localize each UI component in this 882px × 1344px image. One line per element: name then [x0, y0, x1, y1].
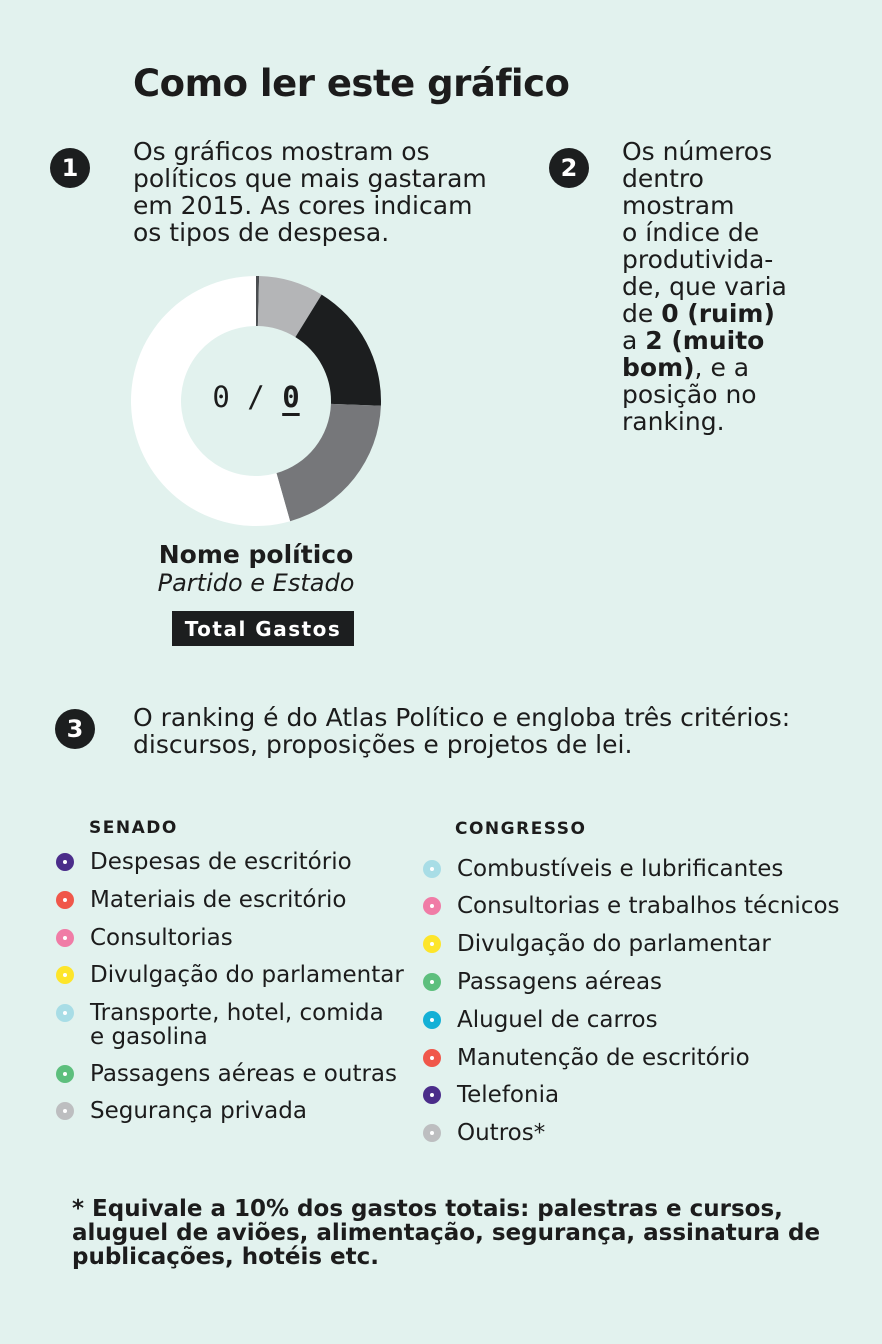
legend-dot-icon — [56, 1102, 74, 1120]
legend-item: Despesas de escritório — [56, 850, 406, 874]
politician-name: Nome político — [158, 540, 354, 569]
legend-item: Divulgação do parlamentar — [56, 963, 406, 987]
donut-segment-2 — [295, 294, 381, 406]
legend-item: Aluguel de carros — [423, 1008, 863, 1032]
legend-label: Divulgação do parlamentar — [457, 931, 771, 957]
legend-label: Materiais de escritório — [90, 887, 347, 913]
step-2-number: 2 — [549, 148, 589, 188]
productivity-rank-readout: 0 / 0 — [181, 380, 331, 414]
legend-item: Outros* — [423, 1121, 863, 1145]
legend-item: Manutenção de escritório — [423, 1046, 863, 1070]
legend-dot-icon — [423, 1049, 441, 1067]
ranking-position: 0 — [282, 380, 300, 414]
legend-dot-icon — [56, 966, 74, 984]
step-3-number: 3 — [55, 709, 95, 749]
legend-item: Transporte, hotel, comida e gasolina — [56, 1001, 406, 1049]
step-2-text: Os números dentro mostram o índice de pr… — [622, 138, 822, 435]
legend-label: Telefonia — [457, 1082, 560, 1108]
page-title: Como ler este gráfico — [133, 62, 570, 105]
legend-label: Passagens aéreas e outras — [90, 1061, 398, 1087]
step-3-text: O ranking é do Atlas Político e engloba … — [133, 703, 791, 759]
legend-label: Consultorias — [90, 925, 233, 951]
legend-dot-icon — [56, 929, 74, 947]
legend-label: Outros* — [457, 1120, 546, 1146]
legend-dot-icon — [56, 1004, 74, 1022]
legend-label: Despesas de escritório — [90, 849, 352, 875]
donut-segment-4 — [131, 276, 291, 526]
legend-item: Telefonia — [423, 1083, 863, 1107]
donut-segment-0 — [256, 276, 260, 327]
legend-item: Segurança privada — [56, 1099, 406, 1123]
legend-dot-icon — [423, 1011, 441, 1029]
total-spending-badge: Total Gastos — [172, 611, 354, 646]
legend-label: Aluguel de carros — [457, 1007, 658, 1033]
legend-label: Passagens aéreas — [457, 969, 663, 995]
separator: / — [247, 380, 265, 414]
step-1-number: 1 — [50, 148, 90, 188]
legend-dot-icon — [56, 891, 74, 909]
legend-item: Divulgação do parlamentar — [423, 932, 863, 956]
legend-item: Passagens aéreas e outras — [56, 1062, 406, 1086]
legend-label: Divulgação do parlamentar — [90, 962, 404, 988]
legend-item: Consultorias — [56, 926, 406, 950]
step-2-text-part: , e a posição no ranking. — [622, 353, 757, 436]
legend-dot-icon — [56, 853, 74, 871]
senado-legend: Despesas de escritório Materiais de escri… — [56, 850, 406, 1123]
step-2-text-part: Os números dentro mostram o índice de pr… — [622, 137, 787, 328]
legend-dot-icon — [423, 860, 441, 878]
legend-dot-icon — [423, 897, 441, 915]
legend-dot-icon — [423, 1124, 441, 1142]
example-donut-chart — [131, 276, 381, 526]
productivity-index: 0 — [212, 380, 230, 414]
congresso-legend: Combustíveis e lubrificantes Consultorias… — [423, 857, 863, 1145]
legend-dot-icon — [56, 1065, 74, 1083]
legend-dot-icon — [423, 935, 441, 953]
congresso-heading: CONGRESSO — [455, 819, 587, 839]
party-state: Partido e Estado — [157, 569, 355, 597]
footnote: * Equivale a 10% dos gastos totais: pale… — [72, 1196, 821, 1270]
legend-item: Materiais de escritório — [56, 888, 406, 912]
legend-label: Manutenção de escritório — [457, 1045, 750, 1071]
legend-item: Passagens aéreas — [423, 970, 863, 994]
legend-label: Segurança privada — [90, 1098, 307, 1124]
senado-heading: SENADO — [89, 818, 178, 838]
legend-dot-icon — [423, 973, 441, 991]
legend-label: Combustíveis e lubrificantes — [457, 856, 784, 882]
donut-segment-3 — [276, 403, 381, 522]
legend-label: Transporte, hotel, comida e gasolina — [90, 1000, 384, 1050]
legend-dot-icon — [423, 1086, 441, 1104]
step-2-bold-part: 2 (muito bom) — [622, 326, 765, 382]
legend-label: Consultorias e trabalhos técnicos — [457, 893, 840, 919]
legend-item: Consultorias e trabalhos técnicos — [423, 894, 863, 918]
step-1-text: Os gráficos mostram os políticos que mai… — [133, 137, 487, 247]
step-2-text-part: a — [622, 326, 638, 355]
legend-item: Combustíveis e lubrificantes — [423, 857, 863, 881]
donut-segment-1 — [257, 276, 322, 338]
step-2-bold-part: 0 (ruim) — [661, 299, 775, 328]
